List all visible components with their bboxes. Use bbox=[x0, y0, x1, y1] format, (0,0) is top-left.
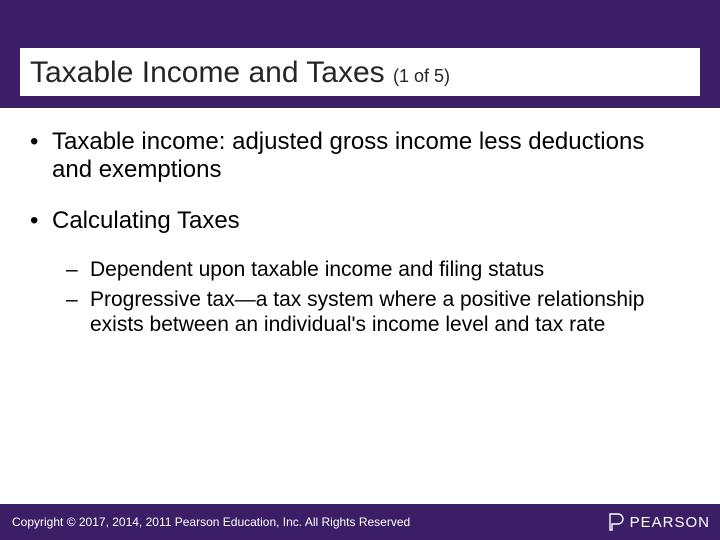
bullet-level1: • Taxable income: adjusted gross income … bbox=[30, 128, 690, 185]
bullet-marker: – bbox=[66, 257, 90, 283]
bullet-text: Taxable income: adjusted gross income le… bbox=[52, 128, 690, 185]
bullet-text: Calculating Taxes bbox=[52, 207, 240, 235]
slide: Taxable Income and Taxes (1 of 5) • Taxa… bbox=[0, 0, 720, 540]
pearson-logo: PEARSON bbox=[608, 512, 710, 532]
bullet-marker: – bbox=[66, 287, 90, 338]
bullet-level2: – Dependent upon taxable income and fili… bbox=[66, 257, 690, 283]
title-box: Taxable Income and Taxes (1 of 5) bbox=[20, 48, 700, 96]
footer-band: Copyright © 2017, 2014, 2011 Pearson Edu… bbox=[0, 504, 720, 540]
slide-title: Taxable Income and Taxes bbox=[30, 56, 393, 89]
slide-counter: (1 of 5) bbox=[393, 66, 450, 86]
bullet-marker: • bbox=[30, 207, 52, 235]
logo-text: PEARSON bbox=[630, 514, 710, 531]
bullet-text: Progressive tax—a tax system where a pos… bbox=[90, 287, 690, 338]
bullet-marker: • bbox=[30, 128, 52, 185]
slide-body: • Taxable income: adjusted gross income … bbox=[30, 128, 690, 342]
bullet-text: Dependent upon taxable income and filing… bbox=[90, 257, 544, 283]
bullet-level2: – Progressive tax—a tax system where a p… bbox=[66, 287, 690, 338]
bullet-level1: • Calculating Taxes bbox=[30, 207, 690, 235]
logo-mark-icon bbox=[608, 512, 624, 532]
copyright-text: Copyright © 2017, 2014, 2011 Pearson Edu… bbox=[12, 515, 410, 529]
